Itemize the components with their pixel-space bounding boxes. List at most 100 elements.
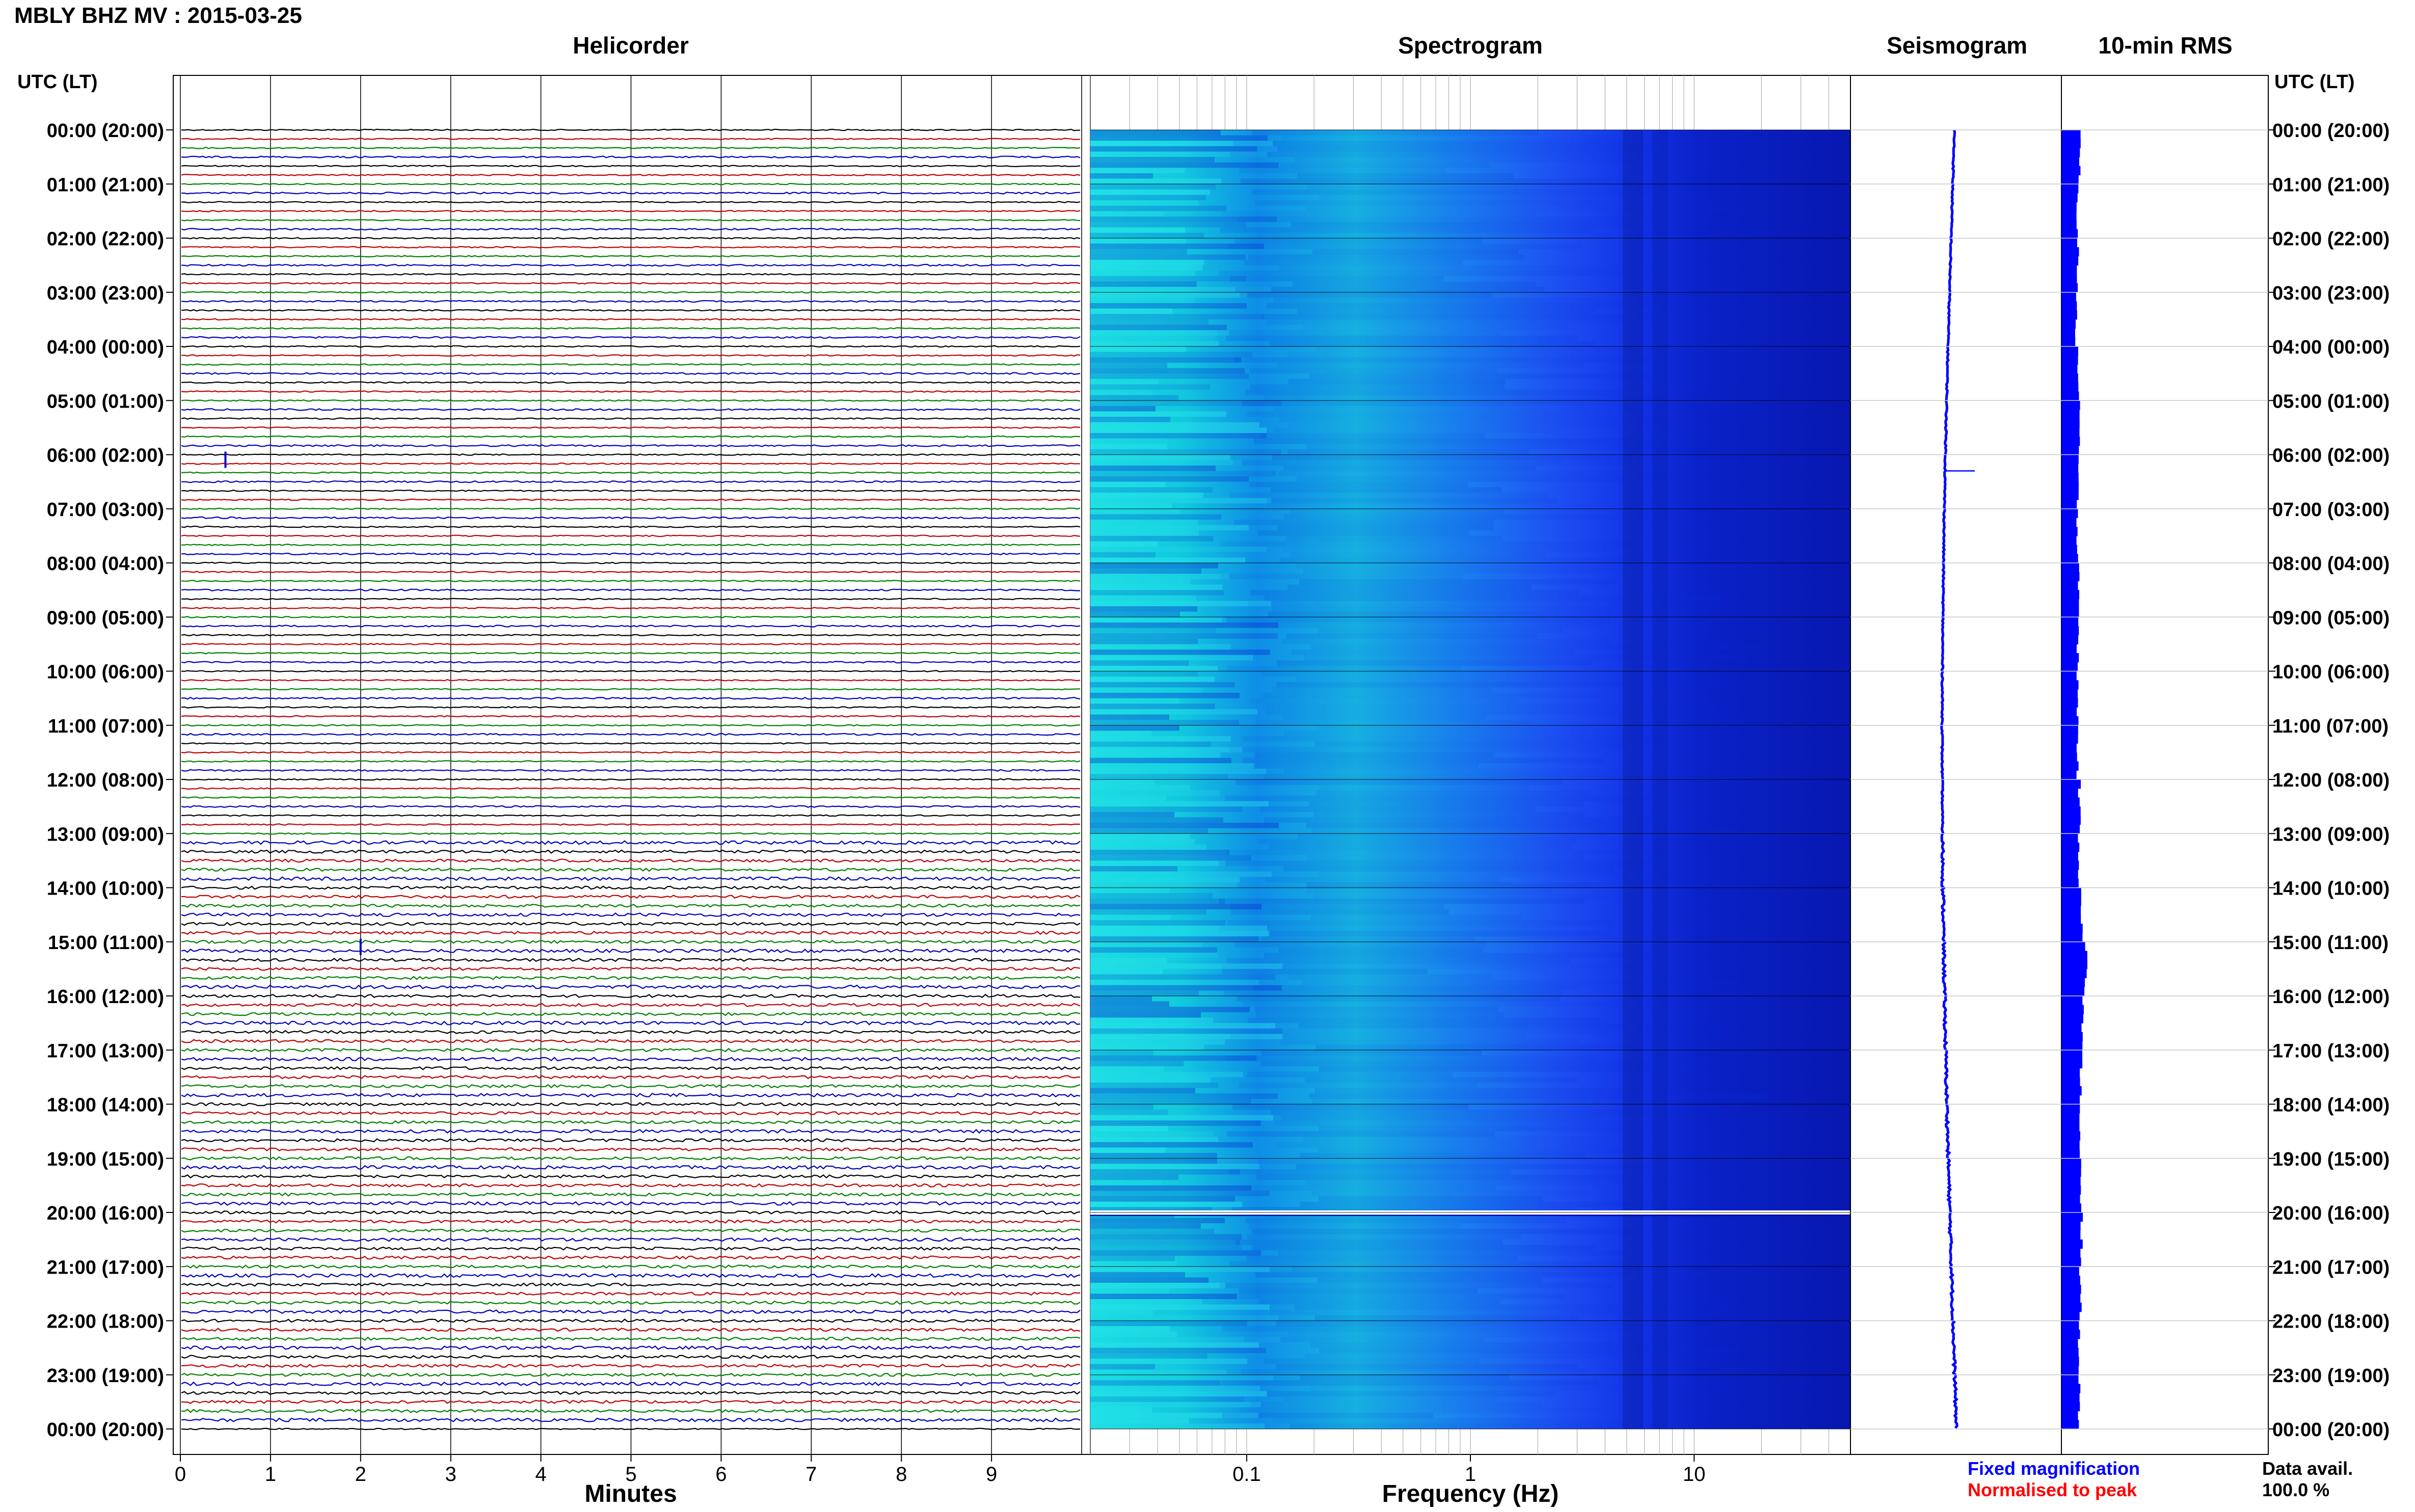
spectrogram-band <box>1090 1147 1165 1153</box>
spectrogram-band <box>1090 449 1281 455</box>
spectrogram-band <box>1090 276 1246 282</box>
spectrogram-band <box>1287 974 1492 980</box>
rms-bar <box>2061 662 2078 672</box>
spectrogram-band <box>1090 920 1225 926</box>
spectrogram-band <box>1220 1283 1612 1288</box>
rms-bar <box>2061 1122 2080 1132</box>
spectrogram-band <box>1265 877 1499 882</box>
spectrogram-band <box>1318 628 1563 634</box>
rms-bar <box>2061 1005 2084 1014</box>
rms-bar <box>2061 1239 2083 1249</box>
spectrogram-band <box>1235 287 1544 292</box>
spectrogram-band <box>1222 968 1428 975</box>
spectrogram-band <box>1090 671 1198 677</box>
spectrogram-band <box>1090 1196 1235 1202</box>
helicorder-trace <box>181 318 1081 321</box>
rms-bar <box>2061 1158 2081 1168</box>
spectrogram-band <box>1090 211 1164 217</box>
spectrogram-band <box>1302 980 1741 985</box>
spectrogram-band <box>1318 1147 1624 1153</box>
spectrogram-band <box>1090 346 1186 352</box>
helicorder-trace <box>181 661 1081 664</box>
spectrogram-band <box>1090 931 1270 937</box>
spectrogram-band <box>1261 671 1706 677</box>
helicorder-trace <box>181 282 1081 285</box>
spectrogram-band <box>1090 1034 1282 1040</box>
spectrogram-band <box>1090 817 1223 823</box>
spectrogram-band <box>1090 990 1199 996</box>
helicorder-trace <box>181 867 1081 872</box>
spectrogram-band <box>1253 763 1479 769</box>
minute-tick-label: 5 <box>625 1463 636 1486</box>
helicorder-trace <box>181 552 1081 556</box>
rms-bar <box>2061 1230 2081 1240</box>
spectrogram-band <box>1243 736 1687 742</box>
spectrogram-band <box>1090 833 1190 839</box>
rms-bar <box>2061 761 2079 771</box>
hour-label-right: 00:00 (20:00) <box>2272 1419 2390 1441</box>
rms-bar <box>2061 148 2080 157</box>
rms-bar <box>2061 301 2077 311</box>
helicorder-trace <box>181 939 1081 944</box>
spectrogram-band <box>1286 633 1537 639</box>
helicorder-trace <box>181 336 1081 339</box>
spectrogram-band <box>1265 709 1715 715</box>
helicorder-trace <box>181 228 1081 231</box>
rms-bar <box>2061 545 2077 554</box>
spectrogram-band <box>1090 292 1247 298</box>
spectrogram-band <box>1306 444 1710 449</box>
spectrogram-band <box>1090 650 1270 655</box>
spectrogram-band <box>1256 1012 1504 1018</box>
rms-bar <box>2061 843 2080 852</box>
spectrogram-band <box>1260 806 1535 812</box>
helicorder-trace <box>181 255 1081 258</box>
rms-bar <box>2061 734 2078 744</box>
hour-label-left: 00:00 (20:00) <box>47 120 164 142</box>
spectrogram-band <box>1239 1083 1477 1088</box>
spectrogram-band <box>1090 135 1268 141</box>
rms-bar <box>2061 1366 2079 1375</box>
helicorder-trace <box>181 984 1080 989</box>
rms-bar <box>2061 1311 2080 1321</box>
spectrogram-band <box>1090 1293 1237 1300</box>
helicorder-trace <box>181 408 1081 411</box>
spectrogram-band <box>1319 1196 1543 1202</box>
spectrogram-band <box>1303 1137 1603 1142</box>
spectrogram-band <box>1090 1012 1201 1018</box>
spectrogram-band <box>1090 244 1264 249</box>
rms-bar <box>2061 968 2087 979</box>
helicorder-trace <box>181 1210 1081 1215</box>
spectrogram-band <box>1090 936 1258 942</box>
spectrogram-band <box>1307 855 1584 861</box>
rms-bar <box>2061 229 2078 239</box>
helicorder-trace <box>181 1129 1081 1134</box>
spectrogram-band <box>1090 492 1203 498</box>
spectrogram-band <box>1230 1034 1525 1040</box>
rms-bar <box>2061 391 2079 401</box>
helicorder-trace <box>181 588 1081 591</box>
helicorder-trace <box>181 948 1081 953</box>
rms-bar <box>2061 418 2080 428</box>
spectrogram-band <box>1090 1088 1195 1094</box>
spectrogram-band <box>1090 595 1196 601</box>
helicorder-trace <box>181 1328 1081 1332</box>
spectrogram-band <box>1090 1277 1209 1283</box>
rms-panel <box>2061 75 2269 1455</box>
spectrogram-band <box>1290 1423 1643 1429</box>
spectrogram-band <box>1268 611 1618 617</box>
spectrogram-band <box>1090 806 1242 812</box>
helicorder-trace <box>181 192 1081 195</box>
spectrogram-band <box>1231 909 1449 915</box>
frequency-tick-label: 1 <box>1465 1463 1476 1486</box>
helicorder-trace <box>181 507 1081 510</box>
helicorder-trace <box>181 417 1081 420</box>
spectrogram-band <box>1312 249 1519 255</box>
spectrogram-band <box>1230 276 1444 282</box>
spectrogram-band <box>1090 904 1262 910</box>
spectrogram-band <box>1219 860 1675 867</box>
spectrogram-band <box>1090 785 1190 791</box>
spectrogram-band <box>1242 400 1626 406</box>
spectrogram-band <box>1090 909 1206 915</box>
spectrogram-band <box>1232 1104 1469 1110</box>
spectrogram-band <box>1266 503 1679 509</box>
